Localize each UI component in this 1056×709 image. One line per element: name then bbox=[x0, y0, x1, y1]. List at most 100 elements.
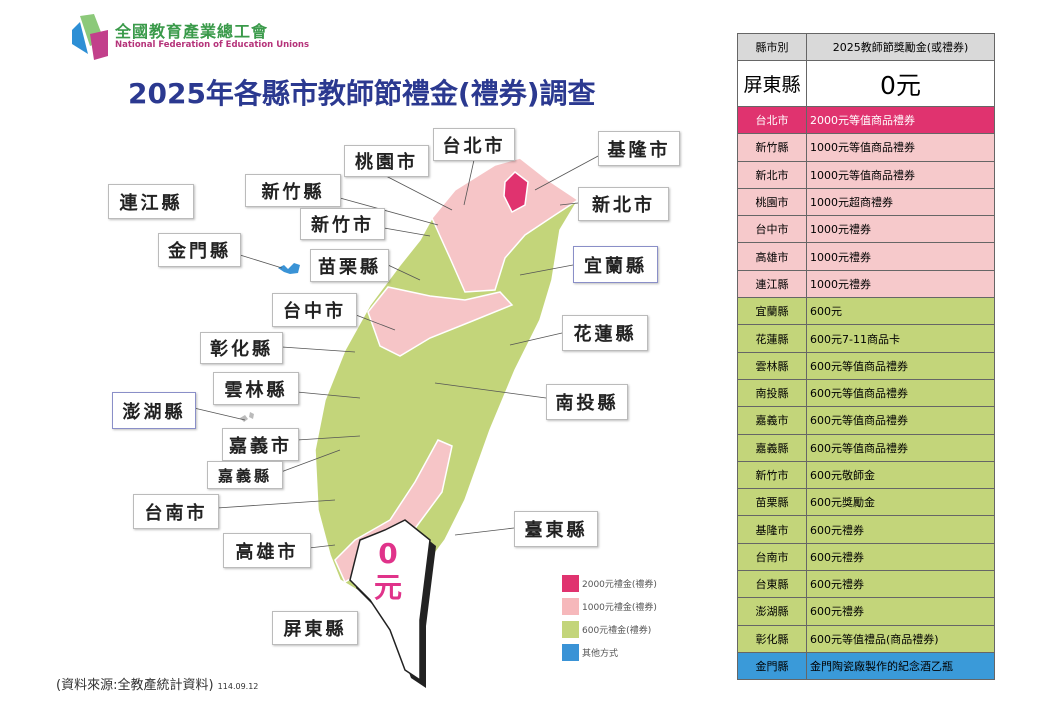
map-label-new-taipei: 新北市 bbox=[578, 187, 669, 221]
map-label-chiayi-county: 嘉義縣 bbox=[207, 461, 283, 489]
map-label-hsinchu-city: 新竹市 bbox=[300, 208, 385, 240]
row-county: 台南市 bbox=[737, 542, 807, 572]
row-value: 600元等值商品禮券 bbox=[806, 378, 995, 408]
legend-item: 600元禮金(禮券) bbox=[562, 618, 657, 641]
table-row: 台北市 2000元等值商品禮券 bbox=[737, 105, 995, 135]
row-value: 金門陶瓷廠製作的紀念酒乙瓶 bbox=[806, 651, 995, 681]
legend-swatch bbox=[562, 621, 579, 638]
table-row: 花蓮縣 600元7-11商品卡 bbox=[737, 324, 995, 353]
map-label-taoyuan: 桃園市 bbox=[344, 145, 429, 177]
highlight-county: 屏東縣 bbox=[737, 60, 807, 107]
highlight-row: 屏東縣 0元 bbox=[737, 60, 995, 107]
row-value: 600元禮券 bbox=[806, 570, 995, 599]
legend-item: 1000元禮金(禮券) bbox=[562, 595, 657, 618]
row-value: 1000元禮券 bbox=[806, 242, 995, 271]
union-name-en: National Federation of Education Unions bbox=[115, 40, 310, 50]
row-value: 600元等值商品禮券 bbox=[806, 433, 995, 462]
legend-item: 2000元禮金(禮券) bbox=[562, 572, 657, 595]
table-row: 連江縣 1000元禮券 bbox=[737, 269, 995, 299]
map-label-changhua: 彰化縣 bbox=[200, 332, 283, 364]
row-county: 高雄市 bbox=[737, 242, 807, 271]
legend-item: 其他方式 bbox=[562, 641, 657, 664]
row-county: 澎湖縣 bbox=[737, 597, 807, 626]
region-taichung-1000 bbox=[367, 286, 514, 357]
legend-label: 1000元禮金(禮券) bbox=[582, 603, 657, 613]
legend-label: 其他方式 bbox=[582, 649, 619, 659]
row-county: 苗栗縣 bbox=[737, 488, 807, 517]
header-county: 縣市別 bbox=[737, 33, 807, 61]
map-label-kinmen: 金門縣 bbox=[158, 233, 241, 267]
table-row: 嘉義市 600元等值商品禮券 bbox=[737, 406, 995, 435]
pingtung-amount: 0 元 bbox=[368, 537, 408, 605]
header-amount: 2025教師節獎勵金(或禮券) bbox=[806, 33, 995, 61]
region-north-1000 bbox=[431, 157, 580, 293]
row-county: 宜蘭縣 bbox=[737, 297, 807, 326]
map-label-penghu: 澎湖縣 bbox=[112, 392, 196, 429]
row-county: 新竹縣 bbox=[737, 133, 807, 162]
map-label-lienchiang: 連江縣 bbox=[108, 184, 194, 219]
map-label-tainan: 台南市 bbox=[133, 494, 219, 529]
map-label-hualien: 花蓮縣 bbox=[562, 315, 648, 351]
table-row: 苗栗縣 600元獎勵金 bbox=[737, 488, 995, 517]
amount-table: 縣市別 2025教師節獎勵金(或禮券) 屏東縣 0元 台北市 2000元等值商品禮… bbox=[737, 33, 995, 681]
table-row: 台中市 1000元禮券 bbox=[737, 215, 995, 244]
pingtung-amount-number: 0 bbox=[378, 537, 398, 570]
highlight-value: 0元 bbox=[806, 60, 995, 107]
row-value: 600元敬師金 bbox=[806, 460, 995, 490]
row-county: 台北市 bbox=[737, 105, 807, 135]
row-value: 600元等值商品禮券 bbox=[806, 351, 995, 380]
table-row: 雲林縣 600元等值商品禮券 bbox=[737, 351, 995, 380]
row-county: 桃園市 bbox=[737, 187, 807, 217]
row-value: 600元禮券 bbox=[806, 542, 995, 572]
union-logo-icon bbox=[72, 14, 108, 60]
legend-label: 2000元禮金(禮券) bbox=[582, 580, 657, 590]
table-row: 台東縣 600元禮券 bbox=[737, 570, 995, 599]
row-county: 雲林縣 bbox=[737, 351, 807, 380]
table-row: 高雄市 1000元禮券 bbox=[737, 242, 995, 271]
map-label-taitung: 臺東縣 bbox=[514, 511, 598, 547]
row-value: 600元 bbox=[806, 297, 995, 326]
row-county: 台中市 bbox=[737, 215, 807, 244]
map-label-keelung: 基隆市 bbox=[598, 131, 680, 166]
row-county: 南投縣 bbox=[737, 378, 807, 408]
legend-label: 600元禮金(禮券) bbox=[582, 626, 652, 636]
legend: 2000元禮金(禮券) 1000元禮金(禮券) 600元禮金(禮券) 其他方式 bbox=[562, 572, 657, 664]
table-row: 新竹縣 1000元等值商品禮券 bbox=[737, 133, 995, 162]
row-county: 嘉義縣 bbox=[737, 433, 807, 462]
row-county: 新北市 bbox=[737, 160, 807, 189]
legend-swatch bbox=[562, 575, 579, 592]
map-label-yilan: 宜蘭縣 bbox=[573, 246, 658, 283]
row-county: 新竹市 bbox=[737, 460, 807, 490]
table-row: 桃園市 1000元超商禮券 bbox=[737, 187, 995, 217]
row-county: 嘉義市 bbox=[737, 406, 807, 435]
table-row: 金門縣 金門陶瓷廠製作的紀念酒乙瓶 bbox=[737, 651, 995, 681]
table-row: 新竹市 600元敬師金 bbox=[737, 460, 995, 490]
map-label-taichung: 台中市 bbox=[272, 293, 357, 327]
map-label-hsinchu-county: 新竹縣 bbox=[245, 174, 341, 207]
row-county: 金門縣 bbox=[737, 651, 807, 681]
row-value: 1000元禮券 bbox=[806, 269, 995, 299]
map-label-yunlin: 雲林縣 bbox=[213, 372, 299, 405]
table-row: 嘉義縣 600元等值商品禮券 bbox=[737, 433, 995, 462]
penghu-islands bbox=[240, 412, 254, 422]
legend-swatch bbox=[562, 598, 579, 615]
table-row: 彰化縣 600元等值禮品(商品禮券) bbox=[737, 624, 995, 653]
data-source: (資料來源:全教產統計資料) 114.09.12 bbox=[56, 674, 258, 693]
row-county: 連江縣 bbox=[737, 269, 807, 299]
region-taipei-2000 bbox=[503, 171, 529, 214]
row-value: 1000元禮券 bbox=[806, 215, 995, 244]
table-row: 新北市 1000元等值商品禮券 bbox=[737, 160, 995, 189]
page-title: 2025年各縣市教師節禮金(禮券)調查 bbox=[128, 77, 596, 110]
row-value: 1000元等值商品禮券 bbox=[806, 160, 995, 189]
row-value: 1000元等值商品禮券 bbox=[806, 133, 995, 162]
row-county: 台東縣 bbox=[737, 570, 807, 599]
row-value: 600元等值禮品(商品禮券) bbox=[806, 624, 995, 653]
leader-lines bbox=[193, 154, 601, 549]
row-county: 彰化縣 bbox=[737, 624, 807, 653]
table-row: 基隆市 600元禮券 bbox=[737, 515, 995, 544]
map-label-nantou: 南投縣 bbox=[546, 384, 628, 420]
pingtung-amount-unit: 元 bbox=[373, 571, 402, 604]
row-value: 600元獎勵金 bbox=[806, 488, 995, 517]
region-pingtung-0 bbox=[349, 519, 431, 682]
